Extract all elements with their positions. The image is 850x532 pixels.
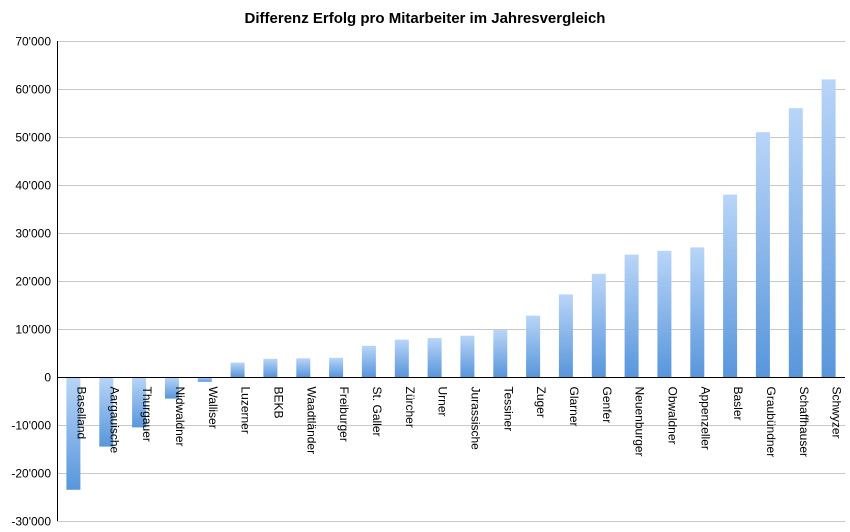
bar-thurgauer xyxy=(132,377,147,428)
x-category-label: Jurassische xyxy=(468,387,482,451)
bar-zuger xyxy=(526,315,541,377)
y-tick-label: 60'000 xyxy=(15,83,51,97)
x-category-label: Zürcher xyxy=(403,387,417,428)
bar-aargauische xyxy=(99,377,114,447)
x-category-label: Freiburger xyxy=(337,387,351,442)
x-category-label: Graubündner xyxy=(764,387,778,458)
y-tick-label: -30'000 xyxy=(11,515,51,529)
x-category-label: Urner xyxy=(436,387,450,417)
x-category-label: BEKB xyxy=(271,387,285,419)
y-tick-label: 0 xyxy=(44,371,51,385)
bar-obwaldner xyxy=(657,250,672,377)
bars xyxy=(66,79,836,490)
x-category-label: Walliser xyxy=(206,387,220,429)
bar-nidwaldner xyxy=(164,377,179,399)
x-category-label: Luzerner xyxy=(239,387,253,434)
bar-graubündner xyxy=(755,132,770,377)
x-category-label: Genfer xyxy=(600,387,614,424)
y-axis-ticks: 70'000 60'000 50'000 40'000 30'000 20'000 10'0… xyxy=(11,35,51,529)
x-category-label: Obwaldner xyxy=(665,387,679,445)
bar-waadtländer xyxy=(296,358,311,377)
gridlines xyxy=(57,41,845,522)
category-labels: Baselland Aargauische Thurgauer Nidwaldner W… xyxy=(74,387,843,458)
y-tick-label: -20'000 xyxy=(11,467,51,481)
x-category-label: Aargauische xyxy=(107,387,121,454)
y-tick-label: 70'000 xyxy=(15,35,51,49)
bar-bekb xyxy=(263,358,278,377)
x-category-label: Nidwaldner xyxy=(173,387,187,447)
bar-urner xyxy=(427,338,442,377)
x-category-label: Schwyzer xyxy=(830,387,844,439)
x-category-label: St. Galler xyxy=(370,387,384,437)
bar-glarner xyxy=(558,294,573,377)
x-category-label: Neuenburger xyxy=(633,387,647,457)
y-tick-label: 40'000 xyxy=(15,179,51,193)
bar-zürcher xyxy=(394,339,409,377)
bar-schaffhauser xyxy=(788,108,803,377)
bar-luzerner xyxy=(230,362,245,377)
bar-freiburger xyxy=(329,357,344,377)
x-category-label: Tessiner xyxy=(501,387,515,432)
y-tick-label: 10'000 xyxy=(15,323,51,337)
x-category-label: Glarner xyxy=(567,387,581,427)
x-category-label: Thurgauer xyxy=(140,387,154,442)
bar-neuenburger xyxy=(624,254,639,377)
x-category-label: Zuger xyxy=(534,387,548,418)
bar-schwyzer xyxy=(821,79,836,378)
bar-tessiner xyxy=(493,330,508,377)
bar-st-galler xyxy=(361,345,376,377)
bar-appenzeller xyxy=(690,247,705,377)
x-category-label: Baselland xyxy=(74,387,88,440)
x-category-label: Basler xyxy=(731,387,745,421)
bar-basler xyxy=(723,194,738,377)
y-tick-label: 50'000 xyxy=(15,131,51,145)
bar-walliser xyxy=(197,377,212,382)
bar-baselland xyxy=(66,377,81,490)
x-category-label: Waadtländer xyxy=(304,387,318,455)
axes xyxy=(57,41,845,521)
x-category-label: Appenzeller xyxy=(698,387,712,450)
y-tick-label: 30'000 xyxy=(15,227,51,241)
y-tick-label: -10'000 xyxy=(11,419,51,433)
bar-genfer xyxy=(591,273,606,377)
bar-jurassische xyxy=(460,335,475,377)
chart-title: Differenz Erfolg pro Mitarbeiter im Jahr… xyxy=(245,10,606,27)
x-category-label: Schaffhauser xyxy=(797,387,811,458)
y-tick-label: 20'000 xyxy=(15,275,51,289)
